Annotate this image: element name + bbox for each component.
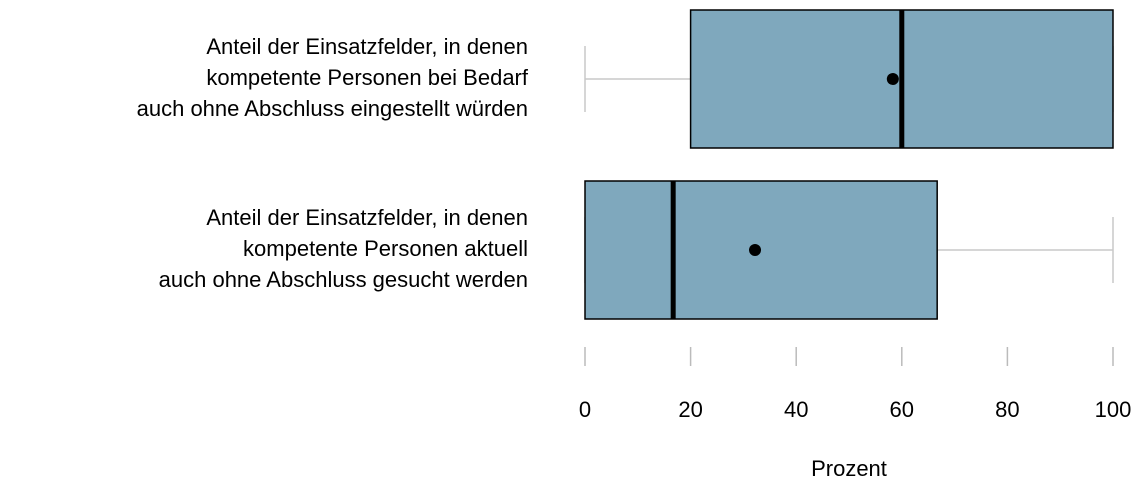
category-label: Anteil der Einsatzfelder, in denen	[206, 205, 528, 230]
x-axis-label: Prozent	[811, 456, 887, 481]
x-tick-label: 0	[579, 397, 591, 422]
category-label: kompetente Personen aktuell	[243, 236, 528, 261]
category-label: auch ohne Abschluss gesucht werden	[159, 267, 528, 292]
mean	[886, 73, 899, 85]
category-label: Anteil der Einsatzfelder, in denen	[206, 34, 528, 59]
category-label: auch ohne Abschluss eingestellt würden	[137, 96, 528, 121]
x-tick-label: 60	[890, 397, 914, 422]
mean	[749, 244, 762, 256]
category-label: kompetente Personen bei Bedarf	[206, 65, 529, 90]
x-tick-label: 80	[995, 397, 1019, 422]
x-tick-label: 40	[784, 397, 808, 422]
x-tick-label: 100	[1095, 397, 1132, 422]
box	[584, 180, 938, 320]
x-tick-label: 20	[678, 397, 702, 422]
